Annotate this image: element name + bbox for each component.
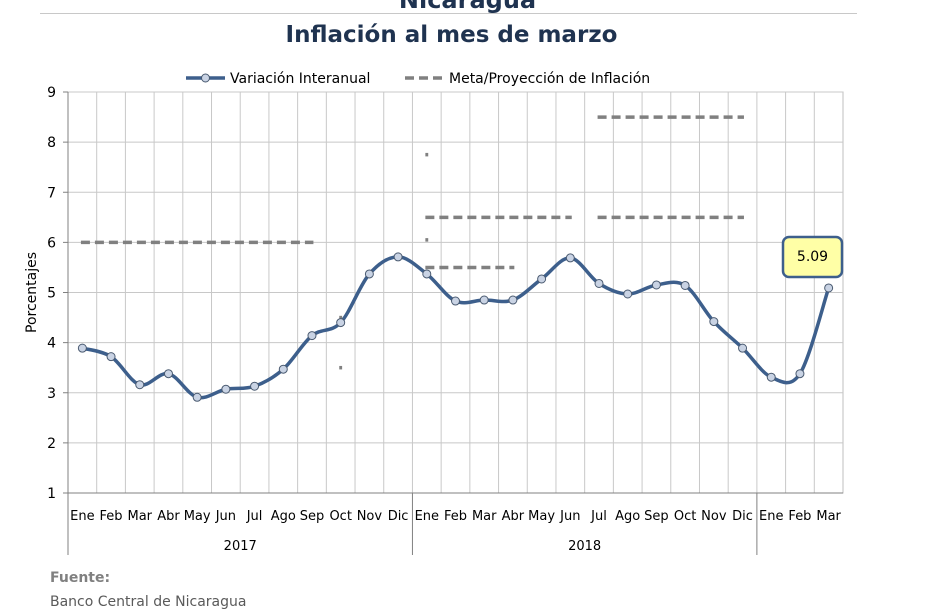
x-tick-label: Oct [329,509,351,524]
value-callout: 5.09 [781,235,844,279]
chart-title: Inflación al mes de marzo [285,22,618,48]
data-point [565,253,575,263]
data-point [307,331,317,341]
data-point [192,392,202,402]
gridlines [67,91,844,494]
legend-label: Meta/Proyección de Inflación [449,71,650,87]
data-point [623,289,633,299]
interannual-series [77,252,834,402]
source-value: Banco Central de Nicaragua [50,594,247,610]
x-tick-label: Ene [415,509,439,524]
x-tick-label: Mar [816,509,841,524]
y-tick-label: 1 [47,486,56,502]
legend-marker-swatch [201,73,210,83]
y-tick-label: 2 [47,436,56,452]
y-tick-label: 5 [47,286,56,302]
data-point [278,364,288,374]
x-tick-label: Dic [732,509,753,524]
x-tick-label: Oct [674,509,696,524]
year-label: 2017 [224,539,257,554]
x-tick-label: Abr [502,509,525,524]
x-tick-label: Ene [70,509,94,524]
x-tick-label: Ago [271,509,296,524]
y-tick-label: 4 [47,336,56,352]
x-tick-label: Jul [246,509,263,524]
data-point [766,372,776,382]
data-point [422,269,432,279]
target-series [80,115,744,370]
data-point [106,352,116,362]
callout-label: 5.09 [797,249,828,265]
data-point [451,296,460,306]
x-tick-label: Nov [701,509,727,524]
year-label: 2018 [568,539,601,554]
interannual-line [81,255,831,400]
data-point [364,269,374,279]
x-tick-label: Dic [388,509,409,524]
y-tick-label: 3 [47,386,56,402]
data-point [221,384,231,394]
x-tick-label: Mar [472,509,497,524]
x-tick-label: Ago [615,509,640,524]
x-tick-label: May [184,509,211,524]
data-point [479,295,489,305]
data-point [393,252,403,262]
data-point [336,318,346,328]
x-tick-label: Sep [300,509,325,524]
data-point [594,278,604,288]
y-tick-label: 6 [47,235,56,251]
x-tick-label: Sep [644,509,669,524]
legend: Variación Interanual Meta/Proyección de I… [186,71,650,87]
y-axis-label: Porcentajes [24,252,40,333]
data-point [250,381,260,391]
y-tick-label: 7 [47,185,56,201]
x-tick-label: Abr [157,509,180,524]
y-tick-label: 9 [47,85,56,101]
x-tick-label: Jul [590,509,607,524]
x-tick-label: Mar [127,509,152,524]
x-tick-label: Ene [759,509,783,524]
x-tick-label: Nov [357,509,383,524]
country-title: Nicaragua [398,0,537,14]
data-point [77,343,87,353]
x-tick-label: May [528,509,555,524]
data-point [738,343,748,353]
source-label: Fuente: [50,570,111,586]
x-tick-label: Jun [215,509,236,524]
callout-box [781,235,844,279]
data-point [680,280,690,290]
data-point [537,274,547,284]
x-tick-label: Jun [559,509,580,524]
x-tick-label: Feb [100,509,123,524]
data-point [824,283,834,293]
data-point [508,295,518,305]
data-point [135,380,145,390]
title-divider [40,13,857,14]
data-point [709,317,719,327]
x-tick-label: Feb [788,509,811,524]
data-point [651,280,661,290]
data-point [163,369,173,379]
legend-label: Variación Interanual [230,71,370,87]
data-point [795,369,805,379]
x-tick-label: Feb [444,509,467,524]
y-tick-label: 8 [47,135,56,151]
